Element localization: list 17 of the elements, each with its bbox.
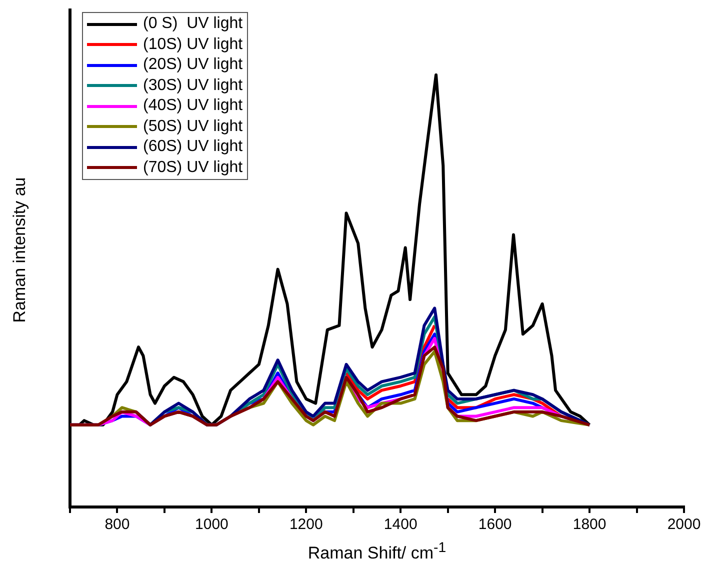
x-axis-title: Raman Shift/ cm$^{-1}$	[306, 540, 448, 564]
x-tick-label: 1000	[195, 516, 228, 534]
legend-label: (10S) UV light	[143, 36, 243, 54]
y-axis-title: Raman intensity au	[10, 176, 30, 325]
legend-label: (70S) UV light	[143, 158, 243, 177]
x-tick-label: 800	[104, 516, 130, 534]
legend-label: (30S) UV light	[143, 76, 243, 95]
legend-label: (0 S) UV light	[143, 15, 243, 34]
legend-label: (20S) UV light	[143, 56, 243, 74]
x-tick-label: 1600	[478, 516, 512, 534]
x-tick-label: 2000	[667, 516, 701, 534]
x-tick-label: 1200	[289, 516, 323, 534]
legend-label: (50S) UV light	[143, 118, 243, 136]
x-tick-label: 1800	[572, 516, 606, 534]
legend-label: (40S) UV light	[143, 97, 243, 116]
x-tick-label: 1400	[384, 516, 418, 534]
legend-label: (60S) UV light	[143, 138, 243, 156]
